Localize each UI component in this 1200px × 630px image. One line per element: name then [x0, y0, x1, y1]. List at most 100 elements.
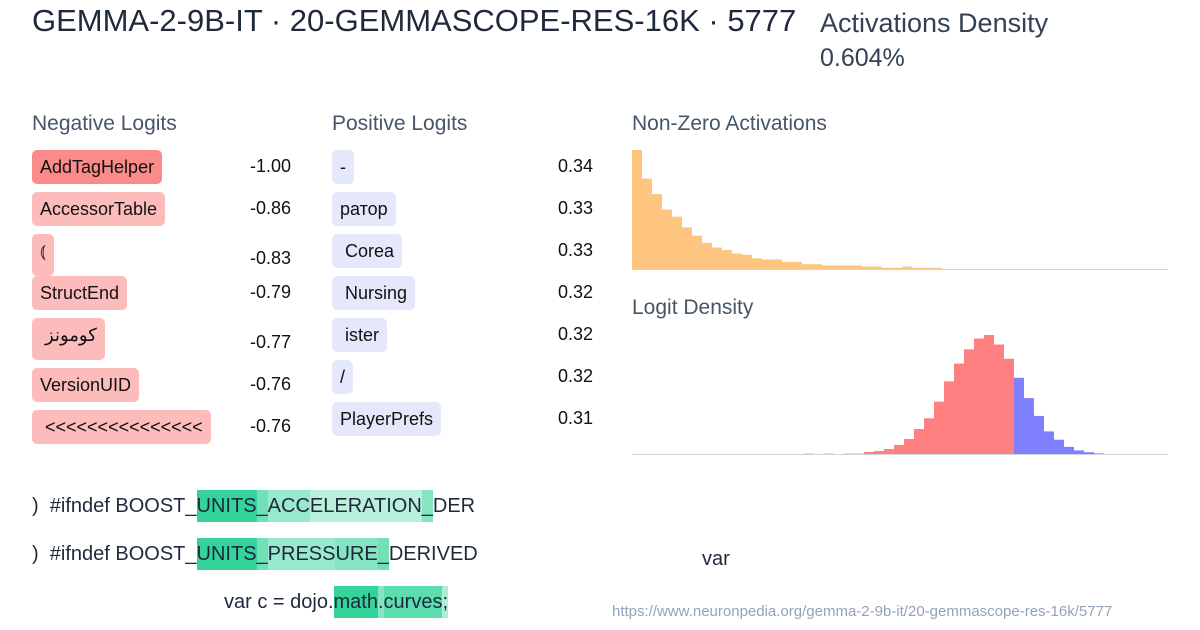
- token-chip: AccessorTable: [32, 192, 166, 226]
- token-chip: ister: [332, 318, 388, 352]
- activation-bar: [702, 242, 712, 269]
- negative-logit-bar: [874, 451, 884, 454]
- example-token: DERIVED: [388, 543, 478, 565]
- example-token: ) #ifndef: [32, 495, 116, 517]
- activation-bar: [652, 194, 662, 269]
- logit-row: AddTagHelper -1.00: [32, 150, 302, 192]
- activation-bar: [812, 264, 822, 269]
- token-chip: VersionUID: [32, 368, 140, 402]
- example-token: curves: [383, 586, 443, 618]
- example-token: ACC: [267, 490, 310, 522]
- token-chip: /: [332, 360, 354, 394]
- logit-row: / 0.32: [332, 360, 602, 402]
- logit-value: 0.34: [558, 156, 594, 176]
- negative-logit-bar: [924, 418, 934, 454]
- example-token: math: [333, 586, 378, 618]
- example-token: URE: [335, 538, 378, 570]
- activation-bar: [642, 178, 652, 269]
- page-title: GEMMA-2-9B-IT · 20-GEMMASCOPE-RES-16K · …: [32, 3, 797, 38]
- logit-row: Corea 0.33: [332, 234, 602, 276]
- activation-bar: [662, 209, 672, 269]
- negative-logit-bar: [864, 451, 874, 454]
- example-token: .: [377, 586, 384, 618]
- activation-bar: [792, 261, 802, 269]
- activation-bar: [782, 261, 792, 269]
- example-row[interactable]: var c = dojo.math.curves;: [224, 586, 449, 618]
- negative-logits-heading: Negative Logits: [32, 112, 177, 135]
- token-chip: <<<<<<<<<<<<<<<: [32, 410, 211, 444]
- example-row[interactable]: ) #ifndef BOOST_UNITS_ACCELERATION_DER: [32, 490, 475, 522]
- activation-bar: [892, 267, 902, 269]
- negative-logit-bar: [1004, 358, 1014, 454]
- negative-logit-bar: [974, 338, 984, 454]
- activation-bar: [902, 266, 912, 269]
- activations-histogram: [632, 150, 1168, 270]
- negative-logit-bar: [984, 335, 994, 454]
- activation-bar: [752, 258, 762, 269]
- activations-chart-heading: Non-Zero Activations: [632, 112, 827, 135]
- activation-bar: [672, 216, 682, 269]
- trailing-token: var: [702, 548, 730, 570]
- logit-value: -0.76: [250, 374, 292, 394]
- activation-bar: [742, 254, 752, 269]
- token-chip: Corea: [332, 234, 403, 268]
- example-token: ) #ifndef: [32, 543, 116, 565]
- logit-value: 0.32: [558, 282, 594, 302]
- logit-value: 0.33: [558, 240, 594, 260]
- example-token: UNITS: [196, 538, 257, 570]
- logit-value: -0.83: [250, 248, 292, 268]
- logit-row: ⦅ -0.83: [32, 234, 302, 276]
- logit-value: -0.76: [250, 416, 292, 436]
- negative-logit-bar: [904, 439, 914, 454]
- token-chip: ⦅: [32, 234, 54, 276]
- activation-bar: [712, 247, 722, 269]
- positive-logit-bar: [1054, 439, 1064, 454]
- negative-logits-list: AddTagHelper -1.00 AccessorTable -0.86 ⦅ -0.8…: [32, 150, 302, 452]
- activation-bar: [632, 150, 642, 269]
- token-chip: ратор: [332, 192, 396, 226]
- example-token: _: [377, 538, 389, 570]
- example-token: .: [327, 591, 334, 613]
- positive-logit-bar: [1014, 377, 1024, 454]
- example-token: BOOST_: [115, 495, 197, 517]
- positive-logit-bar: [1074, 450, 1084, 454]
- example-token: BOOST_: [115, 543, 197, 565]
- activation-bar: [802, 264, 812, 269]
- token-chip: -: [332, 150, 354, 184]
- logit-value: 0.32: [558, 324, 594, 344]
- positive-logit-bar: [1094, 453, 1104, 454]
- logit-density-heading: Logit Density: [632, 296, 754, 319]
- negative-logit-bar: [934, 401, 944, 454]
- logit-row: كومونز -0.77: [32, 318, 302, 368]
- logit-value: -0.77: [250, 332, 292, 352]
- example-token: ELERATION: [309, 490, 422, 522]
- example-token: UNITS: [196, 490, 257, 522]
- example-token: ;: [442, 586, 449, 618]
- example-row[interactable]: ) #ifndef BOOST_UNITS_PRESSURE_DERIVED: [32, 538, 478, 570]
- logit-row: ister 0.32: [332, 318, 602, 360]
- logit-value: 0.31: [558, 408, 594, 428]
- positive-logit-bar: [1044, 431, 1054, 454]
- activation-bar: [832, 265, 842, 269]
- activation-bar: [882, 267, 892, 269]
- negative-logit-bar: [994, 344, 1004, 454]
- token-chip: StructEnd: [32, 276, 128, 310]
- activation-bar: [682, 227, 692, 269]
- positive-logits-heading: Positive Logits: [332, 112, 468, 135]
- activation-bar: [772, 259, 782, 269]
- logit-row: AccessorTable -0.86: [32, 192, 302, 234]
- activation-bar: [722, 249, 732, 269]
- token-chip: PlayerPrefs: [332, 402, 442, 436]
- example-token: _: [256, 490, 268, 522]
- activation-bar: [692, 235, 702, 269]
- activation-bar: [922, 267, 932, 269]
- logit-value: 0.33: [558, 198, 594, 218]
- activation-bar: [822, 265, 832, 269]
- logit-row: ратор 0.33: [332, 192, 602, 234]
- positive-logit-bar: [1024, 398, 1034, 454]
- source-url[interactable]: https://www.neuronpedia.org/gemma-2-9b-i…: [612, 603, 1113, 620]
- positive-logit-bar: [1064, 446, 1074, 454]
- logit-row: <<<<<<<<<<<<<<< -0.76: [32, 410, 302, 452]
- activations-density-value: 0.604%: [820, 44, 905, 72]
- activation-bar: [842, 265, 852, 269]
